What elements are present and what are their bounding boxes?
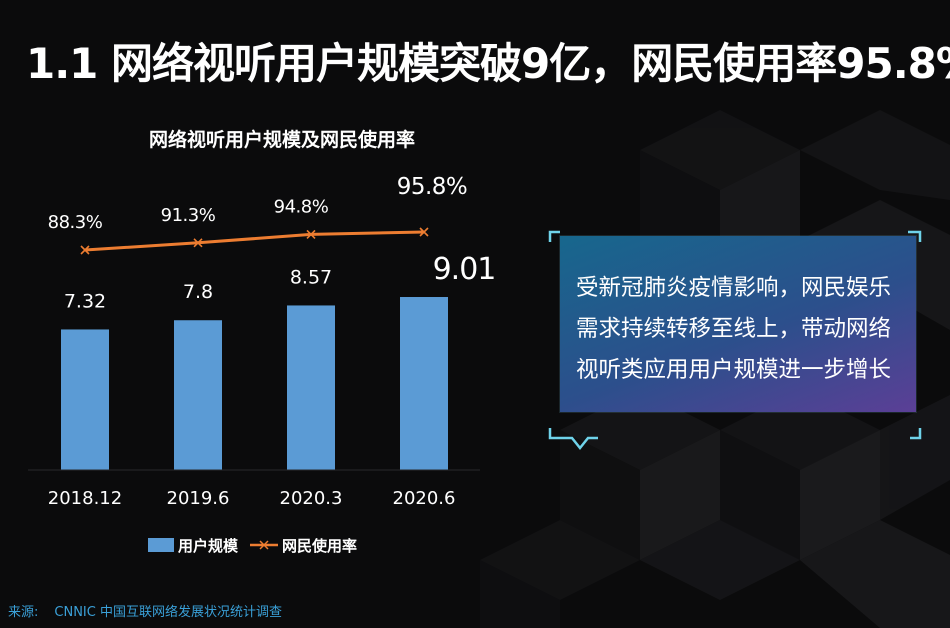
bar-2020.3 [287, 305, 335, 470]
line-value-label: 88.3% [48, 212, 103, 233]
line-value-label: 94.8% [274, 196, 329, 217]
source-text: CNNIC 中国互联网络发展状况统计调查 [54, 605, 282, 620]
x-tick-label: 2019.6 [167, 488, 230, 509]
line-point-marker [306, 229, 316, 239]
bar-value-label: 9.01 [433, 252, 496, 287]
x-tick-label: 2020.3 [280, 488, 343, 509]
callout-box [560, 236, 916, 412]
line-series-usage-rate [84, 230, 425, 252]
callout-frame [548, 230, 922, 451]
bar-value-label: 7.8 [183, 281, 213, 303]
source-label: 来源: [8, 605, 39, 620]
bar-2018.12 [61, 329, 109, 470]
line-point-marker [80, 245, 90, 255]
line-point-marker [419, 227, 429, 237]
bar-value-label: 8.57 [290, 266, 332, 288]
bar-2019.6 [174, 320, 222, 470]
legend-swatch-marker [259, 540, 269, 550]
x-tick-label: 2020.6 [393, 488, 456, 509]
line-value-label: 91.3% [161, 205, 216, 226]
legend-swatch-bar [148, 538, 174, 552]
bar-2020.6 [400, 297, 448, 470]
callout-panel: 受新冠肺炎疫情影响，网民娱乐需求持续转移至线上，带动网络视听类应用用户规模进一步… [548, 230, 922, 451]
bar-value-label: 7.32 [64, 290, 106, 312]
source-note: 来源: CNNIC 中国互联网络发展状况统计调查 [8, 601, 282, 620]
legend-label-line: 网民使用率 [282, 537, 357, 555]
x-tick-label: 2018.12 [48, 488, 122, 509]
line-value-label: 95.8% [397, 174, 468, 200]
legend-label-bar: 用户规模 [178, 537, 239, 555]
line-point-marker [193, 238, 203, 248]
callout-text: 受新冠肺炎疫情影响，网民娱乐需求持续转移至线上，带动网络视听类应用用户规模进一步… [576, 275, 892, 383]
chart-title: 网络视听用户规模及网民使用率 [149, 128, 415, 151]
slide-title: 1.1 网络视听用户规模突破9亿，网民使用率95.8% [26, 39, 950, 88]
